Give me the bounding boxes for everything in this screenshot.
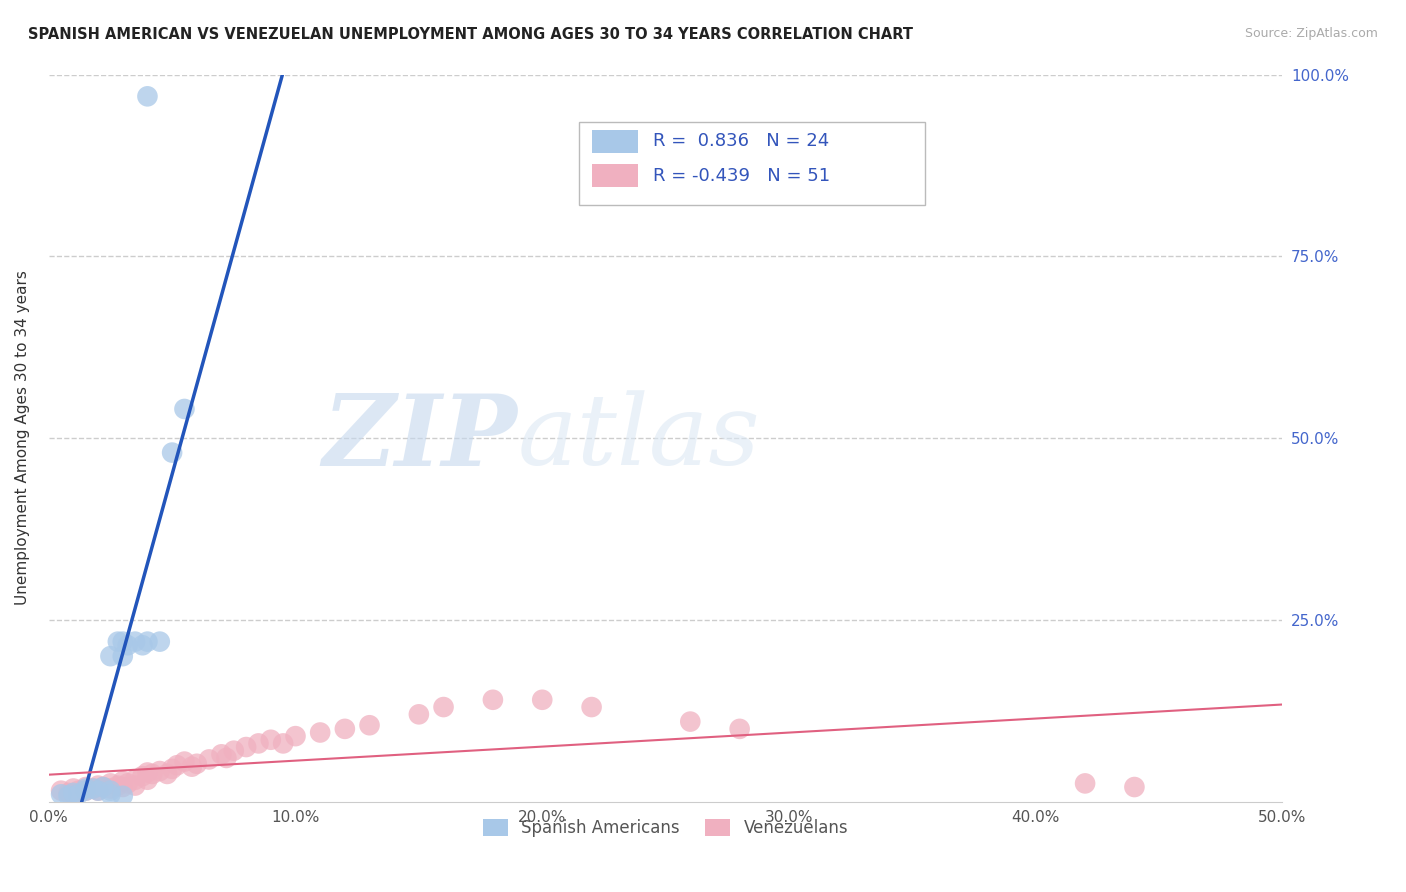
Point (67, 783, 90, 797)
Legend: Spanish Americans, Venezuelans: Spanish Americans, Venezuelans (477, 813, 855, 844)
Point (49, 783, 72, 797)
Point (58, 786, 80, 800)
Point (235, 739, 257, 754)
Point (107, 779, 129, 793)
Bar (592, 164, 638, 187)
Point (160, 445, 183, 459)
Point (100, 776, 122, 790)
Point (87, 783, 110, 797)
Point (160, 762, 183, 776)
Text: ZIP: ZIP (322, 390, 517, 486)
Point (141, 767, 163, 781)
Point (100, 781, 122, 796)
Point (156, 767, 179, 781)
Point (215, 751, 238, 765)
Point (173, 755, 195, 769)
Point (136, 634, 159, 648)
Point (124, 772, 146, 787)
Point (679, 714, 702, 729)
Point (180, 760, 202, 774)
Text: SPANISH AMERICAN VS VENEZUELAN UNEMPLOYMENT AMONG AGES 30 TO 34 YEARS CORRELATIO: SPANISH AMERICAN VS VENEZUELAN UNEMPLOYM… (28, 27, 912, 42)
Point (82, 781, 104, 796)
Point (91, 780, 114, 794)
Point (531, 693, 554, 707)
Point (408, 707, 430, 722)
Point (211, 747, 233, 762)
Point (482, 693, 505, 707)
Point (581, 700, 603, 714)
Bar (592, 129, 638, 153)
Point (75, 783, 97, 797)
Point (49, 787, 72, 801)
Point (247, 736, 270, 750)
Point (173, 401, 195, 416)
Point (359, 718, 381, 732)
Text: R =  0.836   N = 24: R = 0.836 N = 24 (654, 132, 830, 151)
Point (166, 758, 188, 772)
Point (149, 764, 172, 778)
Point (107, 634, 129, 648)
Point (111, 789, 134, 803)
Point (111, 634, 134, 648)
Point (186, 756, 208, 771)
Point (100, 649, 122, 664)
Point (309, 725, 332, 739)
Text: Source: ZipAtlas.com: Source: ZipAtlas.com (1244, 27, 1378, 40)
Text: R = -0.439   N = 51: R = -0.439 N = 51 (654, 167, 831, 185)
Point (271, 736, 294, 750)
Point (100, 787, 122, 801)
Point (124, 634, 146, 648)
Point (284, 729, 307, 743)
Point (67, 787, 90, 801)
Point (149, 634, 172, 648)
Point (82, 781, 104, 796)
Point (124, 779, 146, 793)
Point (75, 780, 97, 794)
Point (222, 744, 245, 758)
Point (62, 786, 84, 800)
Point (62, 781, 84, 796)
Point (333, 722, 356, 736)
Point (58, 789, 80, 803)
Point (100, 783, 122, 797)
Point (62, 787, 84, 801)
Point (111, 649, 134, 664)
Point (1074, 776, 1097, 790)
Y-axis label: Unemployment Among Ages 30 to 34 years: Unemployment Among Ages 30 to 34 years (15, 270, 30, 606)
FancyBboxPatch shape (579, 122, 925, 205)
Point (87, 779, 110, 793)
Point (136, 765, 159, 780)
Point (75, 781, 97, 796)
Point (432, 700, 454, 714)
Point (111, 780, 134, 794)
Point (136, 772, 159, 787)
Point (75, 783, 97, 797)
Point (260, 732, 283, 747)
Point (728, 722, 751, 736)
Text: atlas: atlas (517, 391, 761, 486)
Point (198, 752, 221, 766)
Point (117, 776, 139, 790)
Point (117, 638, 139, 652)
Point (131, 769, 153, 783)
Point (87, 783, 110, 797)
Point (131, 638, 153, 652)
Point (136, 89, 159, 103)
Point (91, 780, 114, 794)
Point (111, 774, 134, 789)
Point (1123, 780, 1146, 794)
